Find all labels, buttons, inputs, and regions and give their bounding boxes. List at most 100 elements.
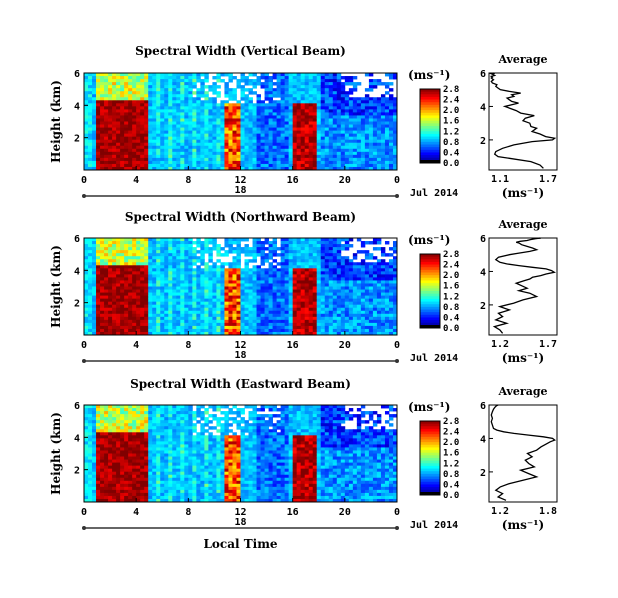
x-tick-label: 16 — [287, 340, 299, 351]
colorbar-tick-label: 1.2 — [443, 127, 459, 137]
colorbar-frame — [419, 420, 441, 496]
profile-x-tick-label: 1.7 — [539, 339, 557, 350]
profile-title: Average — [497, 385, 547, 398]
y-axis-label: Height (km) — [49, 80, 63, 163]
colorbar: 2.82.42.01.61.20.80.40.0 — [419, 417, 460, 501]
date-day-label: 18 — [234, 185, 246, 196]
y-tick-label: 2 — [74, 134, 80, 145]
profile-line — [490, 404, 557, 501]
date-label: Jul 2014 — [410, 520, 458, 531]
x-tick-label: 0 — [81, 340, 87, 351]
y-tick-label: 2 — [74, 466, 80, 477]
x-tick-label: 0 — [394, 507, 400, 518]
x-tick-label: 0 — [394, 175, 400, 186]
colorbar-unit: (ms⁻¹) — [408, 68, 450, 82]
colorbar-tick-label: 1.6 — [443, 449, 459, 459]
profile-line — [489, 72, 557, 169]
panel-title: Spectral Width (Eastward Beam) — [130, 377, 351, 391]
colorbar-tick-label: 0.8 — [443, 303, 459, 313]
date-label: Jul 2014 — [410, 188, 458, 199]
heatmap-panel-3: Spectral Width (Eastward Beam) 6 4 2 Height … — [49, 377, 558, 551]
colorbar-unit: (ms⁻¹) — [408, 233, 450, 247]
y-axis-label: Height (km) — [49, 412, 63, 495]
colorbar-tick-label: 2.4 — [443, 261, 460, 271]
colorbar-tick-label: 1.6 — [443, 117, 459, 127]
profile-y-tick-label: 6 — [480, 401, 486, 412]
average-profile: Average 6 4 2 1.1 1.7(ms⁻¹) — [480, 53, 558, 200]
date-day-label: 18 — [234, 517, 246, 528]
x-tick-label: 0 — [81, 175, 87, 186]
colorbar-bottom-band — [420, 492, 440, 495]
heatmap-panel-1: Spectral Width (Vertical Beam) 6 4 2 Height … — [49, 44, 558, 200]
y-tick-label: 6 — [74, 234, 80, 245]
x-tick-label: 20 — [339, 340, 351, 351]
colorbar-tick-label: 0.4 — [443, 148, 460, 158]
colorbar-tick-label: 0.0 — [443, 491, 459, 501]
x-tick-label: 4 — [133, 507, 139, 518]
colorbar-tick-label: 2.4 — [443, 96, 460, 106]
profile-y-tick-label: 2 — [480, 468, 486, 479]
y-axis-label: Height (km) — [49, 245, 63, 328]
colorbar-tick-label: 1.2 — [443, 459, 459, 469]
heatmap-panel-2: Spectral Width (Northward Beam) 6 4 2 Height… — [49, 210, 558, 365]
x-tick-label: 8 — [185, 507, 191, 518]
profile-line — [492, 237, 557, 334]
colorbar-tick-label: 0.8 — [443, 470, 459, 480]
profile-x-tick-label: 1.1 — [491, 174, 509, 185]
colorbar-tick-label: 0.0 — [443, 159, 459, 169]
profile-x-axis-label: (ms⁻¹) — [502, 186, 544, 200]
average-profile: Average 6 4 2 1.2 1.7(ms⁻¹) — [480, 218, 558, 365]
y-tick-label: 4 — [74, 433, 80, 444]
colorbar: 2.82.42.01.61.20.80.40.0 — [419, 250, 460, 334]
y-tick-label: 6 — [74, 69, 80, 80]
profile-y-tick-label: 2 — [480, 136, 486, 147]
date-bar-end — [395, 359, 399, 363]
heatmap-cells — [84, 405, 398, 503]
profile-y-tick-label: 2 — [480, 301, 486, 312]
average-profile: Average 6 4 2 1.2 1.8(ms⁻¹) — [480, 385, 558, 532]
date-day-label: 18 — [234, 350, 246, 361]
colorbar-bottom-band — [420, 160, 440, 163]
profile-x-tick-label: 1.2 — [491, 506, 509, 517]
date-label: Jul 2014 — [410, 353, 458, 364]
profile-x-tick-label: 1.2 — [491, 339, 509, 350]
colorbar-tick-label: 2.8 — [443, 250, 459, 260]
x-tick-label: 16 — [287, 175, 299, 186]
profile-title: Average — [497, 218, 547, 231]
x-tick-label: 4 — [133, 175, 139, 186]
colorbar-tick-label: 2.8 — [443, 417, 459, 427]
colorbar: 2.82.42.01.61.20.80.40.0 — [419, 85, 460, 169]
panel-title: Spectral Width (Northward Beam) — [125, 210, 356, 224]
x-tick-label: 20 — [339, 175, 351, 186]
profile-x-tick-label: 1.8 — [539, 506, 557, 517]
x-tick-label: 20 — [339, 507, 351, 518]
profile-frame — [488, 72, 558, 171]
profile-y-tick-label: 4 — [480, 267, 486, 278]
y-tick-label: 4 — [74, 101, 80, 112]
colorbar-frame — [419, 253, 441, 329]
x-tick-label: 12 — [234, 340, 246, 351]
x-tick-label: 0 — [394, 340, 400, 351]
profile-x-axis-label: (ms⁻¹) — [502, 518, 544, 532]
profile-frame — [488, 404, 558, 503]
y-tick-label: 2 — [74, 299, 80, 310]
profile-x-axis-label: (ms⁻¹) — [502, 351, 544, 365]
x-tick-label: 0 — [81, 507, 87, 518]
colorbar-tick-label: 2.0 — [443, 271, 459, 281]
profile-y-tick-label: 6 — [480, 234, 486, 245]
colorbar-tick-label: 1.6 — [443, 282, 459, 292]
x-tick-label: 8 — [185, 175, 191, 186]
y-tick-label: 4 — [74, 266, 80, 277]
x-tick-label: 12 — [234, 175, 246, 186]
profile-title: Average — [497, 53, 547, 66]
date-bar-start — [82, 526, 86, 530]
panel-title: Spectral Width (Vertical Beam) — [135, 44, 346, 58]
colorbar-tick-label: 2.0 — [443, 438, 459, 448]
profile-y-tick-label: 6 — [480, 69, 486, 80]
colorbar-frame — [419, 88, 441, 164]
colorbar-unit: (ms⁻¹) — [408, 400, 450, 414]
heatmap-cells — [84, 73, 398, 171]
x-tick-label: 12 — [234, 507, 246, 518]
